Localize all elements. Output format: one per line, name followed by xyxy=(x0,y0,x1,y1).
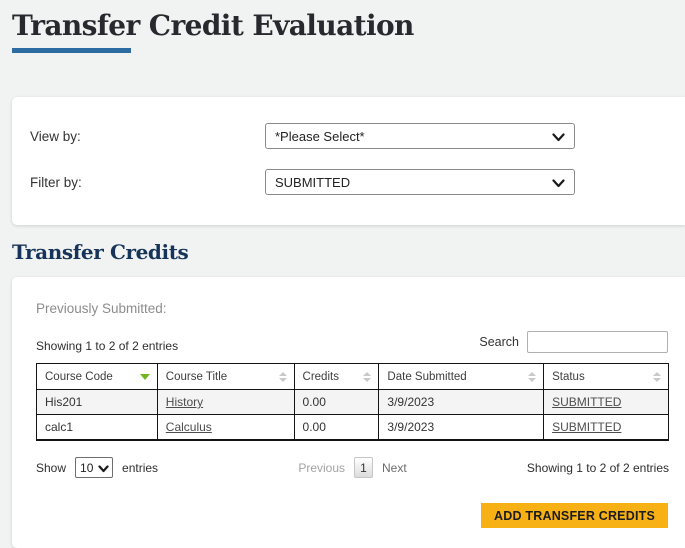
transfer-credits-table: Course Code Course Title Credits Date Su… xyxy=(36,363,669,441)
title-accent-bar xyxy=(12,48,131,53)
page-length-value: 10 xyxy=(80,460,94,475)
course-title-link[interactable]: History xyxy=(165,395,204,409)
entries-label: entries xyxy=(122,460,159,475)
table-header-row: Course Code Course Title Credits Date Su… xyxy=(36,363,669,390)
pagination-previous-button[interactable]: Previous xyxy=(298,460,345,475)
page-length-control: Show 10 entries xyxy=(36,457,298,478)
show-label: Show xyxy=(36,460,67,475)
previously-submitted-label: Previously Submitted: xyxy=(36,301,167,316)
transfer-credits-card: Previously Submitted: Showing 1 to 2 of … xyxy=(12,277,685,548)
search-container: Search xyxy=(479,331,668,353)
pagination-page-1-button[interactable]: 1 xyxy=(354,457,373,478)
pagination: Previous 1 Next xyxy=(298,457,407,478)
cell-course-code: calc1 xyxy=(36,414,158,441)
cell-course-title: History xyxy=(156,389,295,415)
sort-both-icon xyxy=(278,371,287,382)
view-by-selected-value: *Please Select* xyxy=(275,128,365,144)
column-header-course-code[interactable]: Course Code xyxy=(36,363,158,390)
sort-both-icon xyxy=(528,371,537,382)
cell-date-submitted: 3/9/2023 xyxy=(378,389,545,415)
column-header-date-submitted[interactable]: Date Submitted xyxy=(378,363,545,390)
view-by-row: View by: *Please Select* xyxy=(30,123,668,149)
filter-by-selected-value: SUBMITTED xyxy=(275,174,351,190)
section-heading: Transfer Credits xyxy=(12,240,189,264)
cell-course-code: His201 xyxy=(36,389,158,415)
column-header-credits[interactable]: Credits xyxy=(293,363,380,390)
column-header-course-title[interactable]: Course Title xyxy=(156,363,295,390)
cell-status: SUBMITTED xyxy=(543,389,669,415)
table-footer: Show 10 entries Previous 1 Next Showing … xyxy=(36,457,669,478)
action-row: ADD TRANSFER CREDITS xyxy=(36,503,668,528)
filter-by-row: Filter by: SUBMITTED xyxy=(30,169,668,195)
table-info-top: Showing 1 to 2 of 2 entries xyxy=(36,339,179,353)
filter-by-label: Filter by: xyxy=(30,174,82,190)
search-label: Search xyxy=(479,335,519,349)
sort-both-icon xyxy=(363,371,372,382)
cell-credits: 0.00 xyxy=(293,414,380,441)
cell-date-submitted: 3/9/2023 xyxy=(378,414,545,441)
cell-course-title: Calculus xyxy=(156,414,295,441)
sort-desc-icon xyxy=(139,373,150,380)
cell-status: SUBMITTED xyxy=(543,414,669,441)
chevron-down-icon xyxy=(552,133,565,142)
status-link[interactable]: SUBMITTED xyxy=(552,395,622,409)
page-length-select[interactable]: 10 xyxy=(75,457,114,478)
chevron-down-icon xyxy=(552,179,565,188)
filter-by-select[interactable]: SUBMITTED xyxy=(265,169,575,195)
table-row: His201 History 0.00 3/9/2023 SUBMITTED xyxy=(36,389,669,415)
course-title-link[interactable]: Calculus xyxy=(165,420,212,434)
table-info-bottom: Showing 1 to 2 of 2 entries xyxy=(526,460,669,475)
chevron-down-icon xyxy=(98,465,109,473)
add-transfer-credits-button[interactable]: ADD TRANSFER CREDITS xyxy=(481,503,668,528)
cell-credits: 0.00 xyxy=(293,389,380,415)
view-by-select[interactable]: *Please Select* xyxy=(265,123,575,149)
pagination-next-button[interactable]: Next xyxy=(382,460,407,475)
view-by-label: View by: xyxy=(30,128,81,144)
page-title: Transfer Credit Evaluation xyxy=(12,9,414,42)
table-row: calc1 Calculus 0.00 3/9/2023 SUBMITTED xyxy=(36,414,669,441)
filters-card: View by: *Please Select* Filter by: SUBM… xyxy=(12,97,685,225)
sort-both-icon xyxy=(653,371,661,382)
table-toolbar: Showing 1 to 2 of 2 entries Search xyxy=(36,331,668,353)
search-input[interactable] xyxy=(527,331,668,353)
column-header-status[interactable]: Status xyxy=(543,363,669,390)
status-link[interactable]: SUBMITTED xyxy=(552,420,622,434)
